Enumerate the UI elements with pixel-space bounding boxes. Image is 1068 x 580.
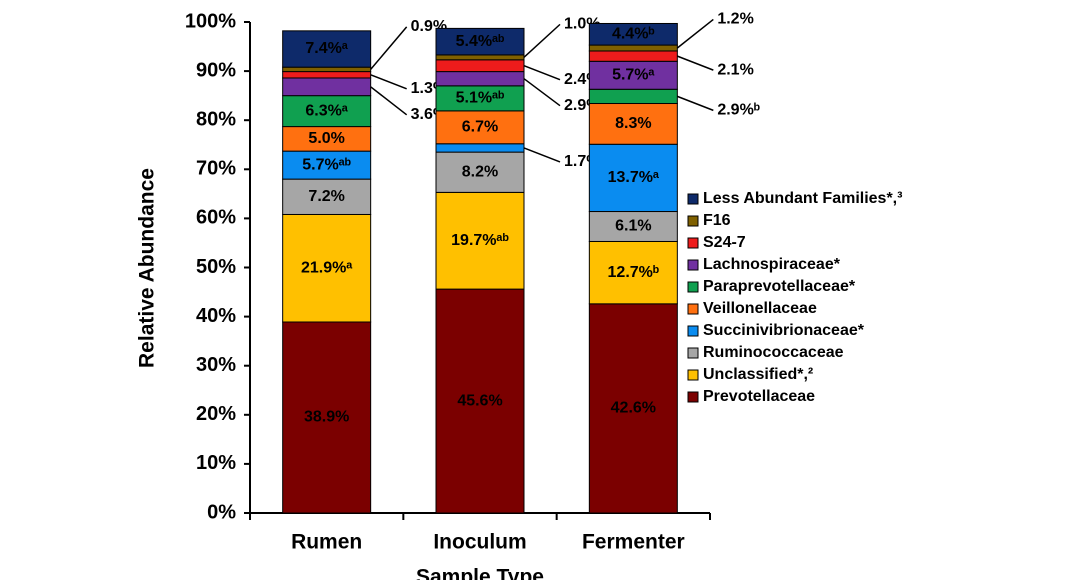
bar-segment [282, 213, 372, 323]
value-label: 8.3% [615, 115, 651, 132]
bar-segment [282, 77, 372, 97]
value-label: 6.1% [615, 218, 651, 235]
leader-line [677, 55, 714, 71]
x-tick-label: Inoculum [433, 531, 526, 554]
bar-segment [435, 143, 525, 153]
bar-segment [435, 27, 525, 56]
y-tick-label: 0% [207, 501, 236, 523]
bar-segment [588, 103, 678, 145]
x-tick-label: Rumen [291, 531, 362, 554]
value-label: 1.2% [717, 11, 753, 28]
bar-segment [435, 85, 525, 112]
bar-segment [282, 30, 372, 68]
x-tick-label: Fermenter [582, 531, 685, 554]
legend-swatch [687, 281, 699, 293]
bar-segment [588, 60, 678, 90]
legend-label: Succinivibrionaceae* [703, 322, 865, 339]
bar-segment [282, 66, 372, 73]
y-axis-title: Relative Abundance [136, 168, 159, 368]
value-label: 38.9% [304, 409, 349, 426]
y-tick-label: 10% [196, 452, 236, 474]
value-label: 6.3%ᵃ [305, 102, 348, 119]
legend-label: Prevotellaceae [703, 388, 815, 405]
legend-label: Less Abundant Families*,³ [703, 190, 902, 207]
value-label: 21.9%ᵃ [301, 259, 352, 276]
bar-segment [435, 71, 525, 87]
value-label: 4.4%ᵇ [612, 25, 655, 42]
y-tick-label: 90% [196, 59, 236, 81]
legend-swatch [687, 347, 699, 359]
value-label: 13.7%ᵃ [608, 169, 659, 186]
value-label: 5.0% [308, 130, 344, 147]
bar-segment [588, 88, 678, 105]
value-label: 45.6% [457, 392, 502, 409]
bar-segment [435, 54, 525, 61]
bar-segment [282, 321, 372, 514]
legend-swatch [687, 303, 699, 315]
legend-swatch [687, 259, 699, 271]
leader-line [676, 18, 714, 49]
bar-segment [588, 44, 678, 52]
y-tick-label: 50% [196, 256, 236, 278]
bar-segment [435, 110, 525, 145]
bar-segment [588, 303, 678, 514]
legend-swatch [687, 215, 699, 227]
legend-label: Ruminococcaceae [703, 344, 844, 361]
bar-segment [588, 50, 678, 62]
bar-segment [588, 211, 678, 242]
legend-label: Unclassified*,² [703, 366, 813, 383]
legend-swatch [687, 325, 699, 337]
bar-segment [282, 126, 372, 152]
y-tick-label: 40% [196, 305, 236, 327]
bar-segment [282, 178, 372, 215]
value-label: 5.4%ᵃᵇ [456, 33, 505, 50]
legend-label: Veillonellaceae [703, 300, 817, 317]
bar-segment [588, 22, 678, 46]
leader-line [523, 64, 561, 81]
bar-segment [282, 95, 372, 128]
y-tick-label: 60% [196, 207, 236, 229]
value-label: 7.4%ᵃ [305, 40, 348, 57]
value-label: 19.7%ᵃᵇ [451, 232, 509, 249]
legend-label: S24-7 [703, 234, 746, 251]
legend-swatch [687, 237, 699, 249]
leader-line [677, 95, 714, 112]
leader-line [370, 74, 407, 90]
leader-line [370, 86, 408, 116]
value-label: 5.7%ᵃᵇ [302, 156, 351, 173]
legend-label: Paraprevotellaceae* [703, 278, 856, 295]
bar-segment [588, 240, 678, 305]
value-label: 8.2% [462, 163, 498, 180]
value-label: 2.1% [717, 61, 753, 78]
value-label: 2.9%ᵇ [717, 102, 760, 119]
y-tick-label: 20% [196, 403, 236, 425]
bar-segment [282, 71, 372, 79]
leader-line [523, 147, 561, 163]
legend-swatch [687, 391, 699, 403]
y-tick-label: 80% [196, 108, 236, 130]
leader-line [370, 26, 408, 70]
value-label: 7.2% [308, 188, 344, 205]
bar-segment [435, 191, 525, 290]
x-axis-title: Sample Type [416, 566, 544, 580]
y-tick-label: 30% [196, 354, 236, 376]
value-label: 5.1%ᵃᵇ [456, 90, 505, 107]
legend-label: Lachnospiraceae* [703, 256, 841, 273]
value-label: 42.6% [611, 400, 656, 417]
value-label: 6.7% [462, 119, 498, 136]
legend-swatch [687, 369, 699, 381]
value-label: 5.7%ᵃ [612, 66, 655, 83]
bar-segment [588, 143, 678, 213]
legend-swatch [687, 193, 699, 205]
bar-segment [282, 150, 372, 180]
y-tick-label: 70% [196, 158, 236, 180]
leader-line [523, 23, 561, 58]
legend-label: F16 [703, 212, 731, 229]
bar-segment [435, 59, 525, 73]
value-label: 12.7%ᵇ [608, 264, 660, 281]
y-tick-label: 100% [185, 10, 236, 32]
leader-line [523, 78, 561, 107]
